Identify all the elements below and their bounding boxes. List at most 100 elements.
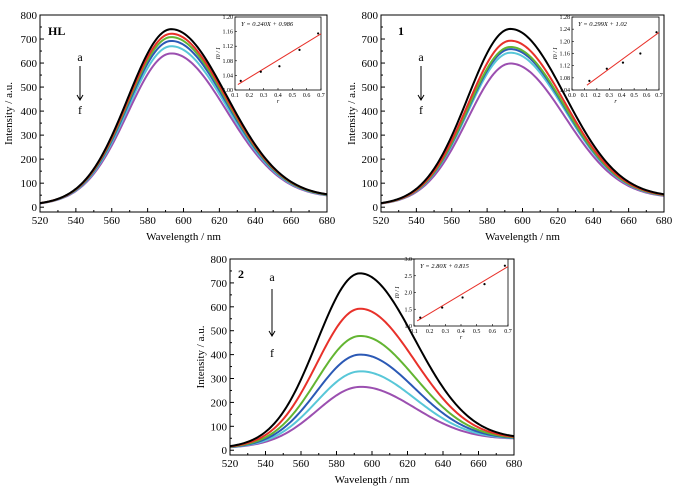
panel-label: 2 — [238, 267, 244, 281]
inset-x-tick-label: 0.6 — [643, 93, 651, 99]
y-tick-label: 0 — [32, 202, 38, 214]
inset-y-tick-label: 2.5 — [405, 274, 413, 280]
inset-x-tick-label: 0.3 — [442, 329, 450, 335]
x-tick-label: 580 — [479, 215, 496, 227]
arrow-label-end: f — [270, 346, 274, 360]
inset-equation: Y = 0.299X + 1.02 — [578, 21, 628, 28]
x-tick-label: 660 — [283, 215, 300, 227]
inset-y-axis-title: I0 / I — [216, 47, 222, 61]
y-tick-label: 600 — [211, 302, 228, 314]
inset-plot: 0.0 0.1 0.2 0.3 0.4 0.5 0.6 0.7 1.04 1.08 1.12 1.16… — [553, 15, 663, 105]
y-tick-label: 400 — [211, 350, 228, 362]
inset-y-tick-label: 1.12 — [560, 64, 571, 70]
trend-arrow-head — [268, 330, 276, 337]
inset-frame — [234, 16, 322, 91]
inset-data-point — [483, 283, 486, 286]
chart-panel-hl: 520 540 560 580 600 620 640 660 680 0 100 200 300 400… — [3, 10, 336, 243]
y-tick-label: 100 — [211, 421, 228, 433]
inset-fit-line — [416, 266, 509, 322]
y-tick-label: 500 — [362, 82, 379, 94]
series-line-a — [380, 27, 665, 205]
inset-data-point — [655, 31, 658, 34]
inset-y-tick-label: 1.04 — [560, 88, 571, 94]
inset-x-tick-label: 0.5 — [630, 93, 638, 99]
y-tick-label: 500 — [21, 82, 38, 94]
y-axis-title: Intensity / a.u. — [346, 82, 358, 145]
x-tick-label: 640 — [435, 458, 452, 470]
y-tick-label: 700 — [21, 34, 38, 46]
x-tick-label: 600 — [364, 458, 381, 470]
x-tick-label: 680 — [656, 215, 673, 227]
inset-y-tick-label: 1.0 — [405, 324, 413, 330]
inset-data-point — [317, 32, 320, 35]
y-axis-title: Intensity / a.u. — [195, 325, 207, 388]
arrow-label-start: a — [269, 270, 275, 284]
series-line-f — [229, 385, 515, 449]
y-tick-label: 0 — [373, 202, 379, 214]
inset-y-tick-label: 2.0 — [405, 291, 413, 297]
x-tick-label: 680 — [319, 215, 336, 227]
inset-data-point — [278, 65, 281, 68]
y-tick-label: 200 — [362, 154, 379, 166]
y-tick-label: 800 — [21, 10, 38, 22]
inset-y-axis-title: I0 / I — [395, 286, 401, 300]
inset-y-tick-label: 1.5 — [405, 307, 413, 313]
x-tick-label: 600 — [514, 215, 531, 227]
y-tick-label: 700 — [362, 34, 379, 46]
inset-frame — [571, 16, 660, 91]
y-tick-label: 100 — [362, 178, 379, 190]
inset-data-point — [419, 316, 422, 319]
x-tick-label: 660 — [620, 215, 637, 227]
y-tick-label: 800 — [362, 10, 379, 22]
series-line-c — [229, 334, 515, 448]
x-axis-title: Wavelength / nm — [485, 231, 560, 243]
inset-data-point — [588, 79, 591, 82]
inset-data-point — [441, 306, 444, 309]
series-line-a — [39, 28, 328, 205]
y-axis-title: Intensity / a.u. — [3, 82, 15, 145]
x-tick-label: 640 — [247, 215, 264, 227]
y-tick-label: 300 — [362, 130, 379, 142]
inset-frame — [413, 258, 509, 327]
inset-data-point — [605, 67, 608, 70]
arrow-label-end: f — [419, 103, 423, 117]
inset-y-tick-label: 1.24 — [560, 27, 571, 33]
inset-x-tick-label: 0.6 — [303, 93, 311, 99]
series-line-f — [380, 62, 665, 205]
inset-x-tick-label: 0.5 — [473, 329, 481, 335]
inset-y-tick-label: 1.08 — [560, 76, 571, 82]
series-line-a — [229, 272, 515, 448]
x-tick-label: 540 — [257, 458, 274, 470]
inset-data-point — [259, 70, 262, 73]
inset-x-tick-label: 0.4 — [618, 93, 626, 99]
y-tick-label: 300 — [211, 374, 228, 386]
y-tick-label: 600 — [362, 58, 379, 70]
inset-x-tick-label: 0.7 — [504, 329, 512, 335]
x-tick-label: 540 — [408, 215, 425, 227]
inset-y-axis-title: I0 / I — [553, 47, 559, 61]
inset-x-tick-label: 0.7 — [655, 93, 663, 99]
x-tick-label: 600 — [175, 215, 192, 227]
y-tick-label: 700 — [211, 278, 228, 290]
inset-x-tick-label: 0.1 — [410, 329, 418, 335]
inset-y-tick-label: 1.16 — [223, 30, 234, 36]
inset-x-tick-label: 0.6 — [489, 329, 497, 335]
inset-fit-line — [237, 33, 322, 86]
inset-x-tick-label: 0.5 — [289, 93, 297, 99]
inset-data-point — [461, 296, 464, 299]
y-tick-label: 400 — [21, 106, 38, 118]
inset-x-axis-title: r — [460, 335, 463, 341]
inset-y-tick-label: 1.12 — [223, 44, 234, 50]
chart-panel-2: 520 540 560 580 600 620 640 660 680 0 100 200 300 400… — [195, 254, 523, 486]
inset-x-tick-label: 0.4 — [457, 329, 465, 335]
x-axis-title: Wavelength / nm — [335, 474, 410, 486]
arrow-label-end: f — [78, 103, 82, 117]
x-tick-label: 560 — [444, 215, 461, 227]
inset-x-tick-label: 0.4 — [274, 93, 282, 99]
inset-x-tick-label: 0.1 — [581, 93, 589, 99]
inset-fit-line — [586, 32, 660, 86]
inset-x-tick-label: 0.3 — [260, 93, 268, 99]
trend-arrow-head — [417, 94, 425, 101]
inset-y-tick-label: 1.20 — [223, 15, 234, 21]
